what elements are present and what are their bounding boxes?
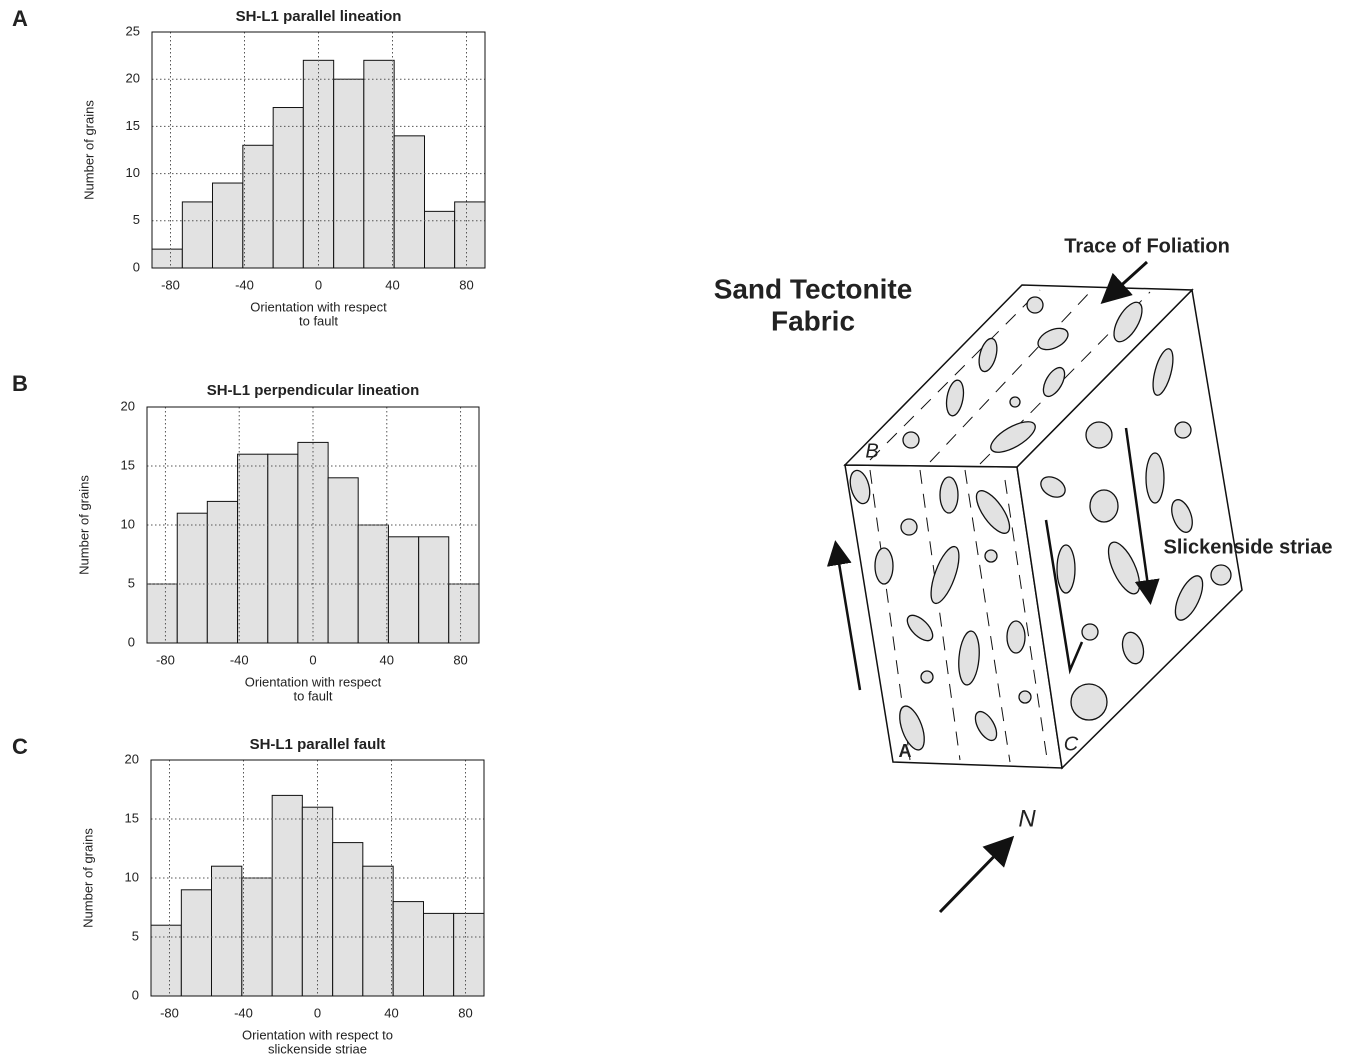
x-tick-label: -80 [161, 277, 180, 292]
bar [388, 537, 418, 643]
y-tick-label: 25 [126, 23, 140, 38]
x-tick-label: 40 [385, 277, 399, 292]
panel-label: B [12, 371, 28, 396]
x-tick-label: -40 [235, 277, 254, 292]
x-tick-label: 0 [315, 277, 322, 292]
north-label: N [1018, 805, 1036, 832]
bar [147, 584, 177, 643]
bar [177, 513, 207, 643]
bar [273, 108, 303, 268]
chart-title: SH-L1 perpendicular lineation [207, 382, 420, 399]
y-tick-label: 10 [126, 165, 140, 180]
y-tick-label: 5 [128, 575, 135, 590]
x-tick-label: -80 [156, 652, 175, 667]
x-axis-label: to fault [299, 313, 338, 328]
chart-title: SH-L1 parallel lineation [236, 8, 402, 25]
y-tick-label: 20 [126, 71, 140, 86]
face-label: C [1064, 733, 1079, 755]
bar [419, 537, 449, 643]
y-tick-label: 10 [125, 869, 139, 884]
bar [394, 136, 424, 268]
bar [151, 925, 181, 996]
y-tick-label: 20 [125, 751, 139, 766]
bar [211, 866, 241, 996]
bar [181, 890, 211, 996]
face-label: B [865, 440, 878, 462]
panel-label: C [12, 734, 28, 759]
x-tick-label: 80 [459, 277, 473, 292]
y-axis-label: Number of grains [80, 828, 95, 928]
bar [455, 202, 485, 268]
x-tick-label: -40 [230, 652, 249, 667]
x-axis-label: slickenside striae [268, 1041, 367, 1054]
bar [363, 866, 393, 996]
bar [454, 913, 484, 996]
bar [328, 478, 358, 643]
bar [393, 902, 423, 996]
x-tick-label: -80 [160, 1005, 179, 1020]
y-tick-label: 15 [125, 810, 139, 825]
bar [268, 454, 298, 643]
chart-title: SH-L1 parallel fault [250, 736, 386, 753]
diagram-title: Sand Tectonite [714, 273, 913, 304]
x-tick-label: 80 [458, 1005, 472, 1020]
bar [424, 913, 454, 996]
figure: Sand Tectonite Fabric Trace of Foliation… [0, 0, 1357, 1054]
bar [243, 145, 273, 268]
x-tick-label: -40 [234, 1005, 253, 1020]
block-diagram: Sand Tectonite Fabric Trace of Foliation… [714, 235, 1333, 912]
x-axis-label: to fault [293, 688, 332, 703]
foliation-label: Trace of Foliation [1064, 235, 1230, 257]
y-axis-label: Number of grains [76, 475, 91, 575]
y-tick-label: 15 [126, 118, 140, 133]
y-tick-label: 15 [121, 457, 135, 472]
bar [182, 202, 212, 268]
diagram-title: Fabric [771, 305, 855, 336]
striae-label: Slickenside striae [1164, 536, 1333, 558]
y-tick-label: 0 [132, 987, 139, 1002]
y-tick-label: 0 [133, 259, 140, 274]
bar [302, 807, 332, 996]
bar [212, 183, 242, 268]
bar [364, 60, 394, 268]
x-tick-label: 0 [309, 652, 316, 667]
bar [272, 795, 302, 996]
x-axis-label: Orientation with respect [245, 674, 382, 689]
x-tick-label: 40 [384, 1005, 398, 1020]
x-axis-label: Orientation with respect to [242, 1027, 393, 1042]
x-tick-label: 40 [380, 652, 394, 667]
panel-label: A [12, 6, 28, 31]
y-tick-label: 20 [121, 398, 135, 413]
y-axis-label: Number of grains [81, 100, 96, 200]
y-tick-label: 5 [133, 212, 140, 227]
bar [449, 584, 479, 643]
y-tick-label: 5 [132, 928, 139, 943]
bar [207, 501, 237, 643]
bar [425, 211, 455, 268]
bar [333, 843, 363, 996]
face-label: A [899, 741, 912, 761]
x-tick-label: 80 [453, 652, 467, 667]
y-tick-label: 10 [121, 516, 135, 531]
x-axis-label: Orientation with respect [250, 299, 387, 314]
bar [152, 249, 182, 268]
x-tick-label: 0 [314, 1005, 321, 1020]
bar [238, 454, 268, 643]
y-tick-label: 0 [128, 634, 135, 649]
